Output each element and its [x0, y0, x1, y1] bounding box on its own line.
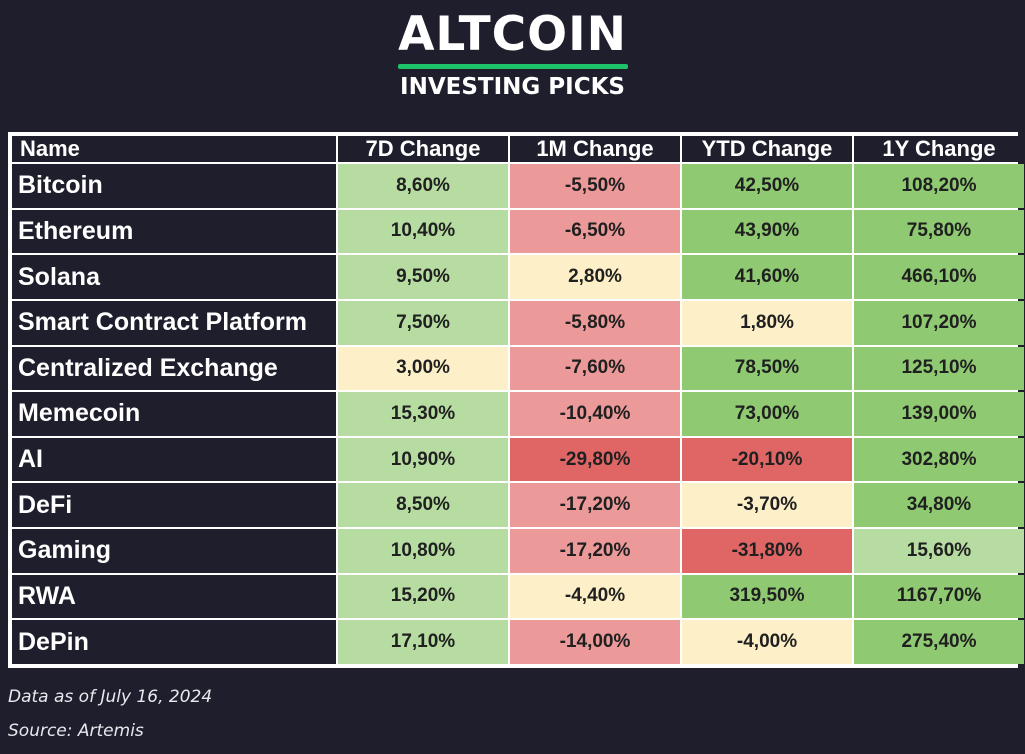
row-name-cell: RWA: [12, 574, 336, 619]
value-cell-ytd: 42,50%: [682, 164, 852, 208]
row-name-cell: Smart Contract Platform: [12, 300, 336, 345]
table-row: RWA 15,20% -4,40% 319,50% 1167,70%: [12, 574, 1024, 619]
header-row: Name 7D Change 1M Change YTD Change 1Y Chang…: [12, 136, 1024, 162]
value-cell-1m: 2,80%: [510, 255, 680, 299]
value-cell-7d: 7,50%: [338, 300, 508, 345]
table-row: Memecoin 15,30% -10,40% 73,00% 139,00%: [12, 392, 1024, 436]
table-row: Centralized Exchange 3,00% -7,60% 78,50% 125…: [12, 346, 1024, 391]
column-header-name: Name: [12, 136, 336, 162]
row-name-cell: Bitcoin: [12, 164, 336, 208]
table-row: Solana 9,50% 2,80% 41,60% 466,10%: [12, 255, 1024, 299]
table-header: Name 7D Change 1M Change YTD Change 1Y Chang…: [12, 136, 1024, 162]
value-cell-7d: 3,00%: [338, 346, 508, 391]
table-row: Ethereum 10,40% -6,50% 43,90% 75,80%: [12, 209, 1024, 254]
value-cell-ytd: -31,80%: [682, 529, 852, 573]
row-name-cell: DeFi: [12, 483, 336, 527]
brand-title: ALTCOIN: [398, 7, 627, 62]
value-cell-1y: 108,20%: [854, 164, 1024, 208]
date-note: Data as of July 16, 2024: [8, 687, 213, 707]
value-cell-ytd: -3,70%: [682, 483, 852, 527]
value-cell-1m: -29,80%: [510, 437, 680, 482]
value-cell-7d: 10,80%: [338, 529, 508, 573]
value-cell-1m: -17,20%: [510, 529, 680, 573]
value-cell-1y: 139,00%: [854, 392, 1024, 436]
value-cell-7d: 15,30%: [338, 392, 508, 436]
value-cell-7d: 8,50%: [338, 483, 508, 527]
value-cell-1m: -14,00%: [510, 620, 680, 664]
value-cell-ytd: 1,80%: [682, 300, 852, 345]
performance-table-container: Name 7D Change 1M Change YTD Change 1Y Chang…: [8, 132, 1024, 668]
value-cell-7d: 9,50%: [338, 255, 508, 299]
value-cell-7d: 10,40%: [338, 209, 508, 254]
table-row: DePin 17,10% -14,00% -4,00% 275,40%: [12, 620, 1024, 664]
value-cell-ytd: 78,50%: [682, 346, 852, 391]
value-cell-1m: -4,40%: [510, 574, 680, 619]
row-name-cell: AI: [12, 437, 336, 482]
value-cell-1m: -10,40%: [510, 392, 680, 436]
table-body: Bitcoin 8,60% -5,50% 42,50% 108,20% Ethereum 1…: [12, 164, 1024, 664]
table-row: Bitcoin 8,60% -5,50% 42,50% 108,20%: [12, 164, 1024, 208]
value-cell-1y: 1167,70%: [854, 574, 1024, 619]
value-cell-ytd: 41,60%: [682, 255, 852, 299]
value-cell-7d: 17,10%: [338, 620, 508, 664]
brand-underline: [397, 64, 628, 69]
value-cell-7d: 10,90%: [338, 437, 508, 482]
table-row: DeFi 8,50% -17,20% -3,70% 34,80%: [12, 483, 1024, 527]
value-cell-1m: -5,50%: [510, 164, 680, 208]
value-cell-ytd: 73,00%: [682, 392, 852, 436]
row-name-cell: DePin: [12, 620, 336, 664]
brand-header: ALTCOIN INVESTING PICKS: [0, 6, 1025, 103]
value-cell-1y: 466,10%: [854, 255, 1024, 299]
value-cell-1y: 34,80%: [854, 483, 1024, 527]
value-cell-1y: 302,80%: [854, 437, 1024, 482]
value-cell-1m: -6,50%: [510, 209, 680, 254]
value-cell-1y: 15,60%: [854, 529, 1024, 573]
performance-table: Name 7D Change 1M Change YTD Change 1Y Chang…: [10, 134, 1025, 666]
value-cell-ytd: -20,10%: [682, 437, 852, 482]
row-name-cell: Solana: [12, 255, 336, 299]
value-cell-7d: 8,60%: [338, 164, 508, 208]
value-cell-1y: 75,80%: [854, 209, 1024, 254]
column-header-1y: 1Y Change: [854, 136, 1024, 162]
value-cell-1y: 275,40%: [854, 620, 1024, 664]
value-cell-ytd: 43,90%: [682, 209, 852, 254]
value-cell-1y: 125,10%: [854, 346, 1024, 391]
column-header-ytd: YTD Change: [682, 136, 852, 162]
source-note: Source: Artemis: [8, 721, 144, 741]
table-row: Smart Contract Platform 7,50% -5,80% 1,80% 1…: [12, 300, 1024, 345]
value-cell-1y: 107,20%: [854, 300, 1024, 345]
value-cell-1m: -5,80%: [510, 300, 680, 345]
column-header-7d: 7D Change: [338, 136, 508, 162]
table-row: Gaming 10,80% -17,20% -31,80% 15,60%: [12, 529, 1024, 573]
value-cell-ytd: -4,00%: [682, 620, 852, 664]
row-name-cell: Gaming: [12, 529, 336, 573]
row-name-cell: Memecoin: [12, 392, 336, 436]
column-header-1m: 1M Change: [510, 136, 680, 162]
row-name-cell: Centralized Exchange: [12, 346, 336, 391]
value-cell-7d: 15,20%: [338, 574, 508, 619]
table-row: AI 10,90% -29,80% -20,10% 302,80%: [12, 437, 1024, 482]
value-cell-ytd: 319,50%: [682, 574, 852, 619]
row-name-cell: Ethereum: [12, 209, 336, 254]
value-cell-1m: -7,60%: [510, 346, 680, 391]
brand-subtitle: INVESTING PICKS: [400, 74, 625, 100]
value-cell-1m: -17,20%: [510, 483, 680, 527]
